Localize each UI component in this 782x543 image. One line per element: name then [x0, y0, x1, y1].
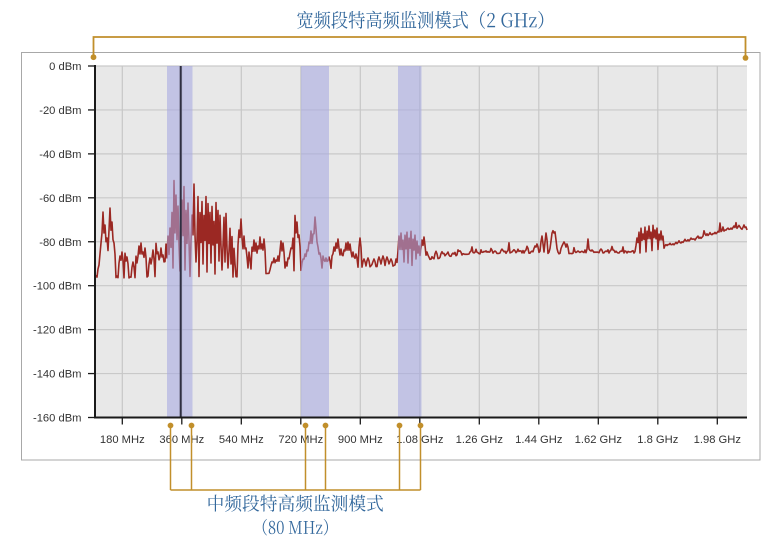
svg-text:-120 dBm: -120 dBm [33, 325, 82, 337]
svg-text:1.8 GHz: 1.8 GHz [637, 434, 678, 446]
svg-text:1.62 GHz: 1.62 GHz [575, 434, 623, 446]
svg-text:-160 dBm: -160 dBm [33, 413, 82, 425]
svg-text:-60 dBm: -60 dBm [39, 193, 81, 205]
svg-text:900 MHz: 900 MHz [338, 434, 383, 446]
svg-text:1.98 GHz: 1.98 GHz [694, 434, 742, 446]
svg-text:-100 dBm: -100 dBm [33, 281, 82, 293]
svg-text:-140 dBm: -140 dBm [33, 369, 82, 381]
svg-text:1.26 GHz: 1.26 GHz [456, 434, 504, 446]
svg-text:-40 dBm: -40 dBm [39, 149, 81, 161]
svg-text:0 dBm: 0 dBm [49, 61, 81, 73]
svg-text:540 MHz: 540 MHz [219, 434, 264, 446]
svg-text:1.44 GHz: 1.44 GHz [515, 434, 563, 446]
svg-text:-20 dBm: -20 dBm [39, 105, 81, 117]
svg-text:-80 dBm: -80 dBm [39, 237, 81, 249]
svg-text:180 MHz: 180 MHz [100, 434, 145, 446]
svg-text:360 MHz: 360 MHz [159, 434, 204, 446]
svg-text:720 MHz: 720 MHz [278, 434, 323, 446]
